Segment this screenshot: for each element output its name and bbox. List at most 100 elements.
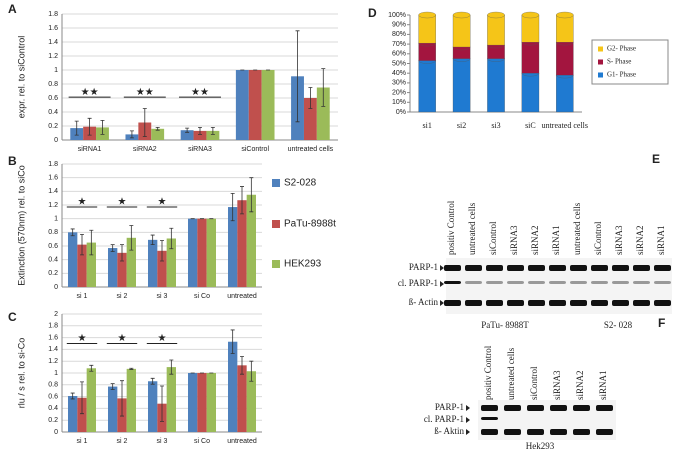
error-bar [70, 228, 75, 237]
band [528, 265, 545, 271]
lane-label: untreated cells [506, 347, 516, 400]
legend-label: S- Phase [607, 58, 631, 66]
band [654, 265, 671, 271]
band [444, 265, 461, 271]
band [549, 300, 566, 306]
x-tick-label: si Co [194, 293, 210, 300]
error-bar [249, 360, 254, 382]
error-bar [230, 329, 235, 354]
bar-segment [487, 58, 505, 113]
segment-top [556, 11, 574, 19]
y-tick-label: 1.8 [48, 161, 58, 168]
band [570, 300, 587, 306]
bar [77, 397, 87, 432]
bar [148, 381, 158, 432]
legend-label: HEK293 [284, 259, 322, 270]
band [481, 405, 498, 411]
segment-top [521, 11, 540, 19]
bar [166, 367, 176, 432]
bar-segment [418, 14, 436, 44]
bar [77, 244, 87, 287]
y-tick-label: 1.8 [48, 323, 58, 330]
legend-swatch [272, 220, 280, 228]
error-bar [110, 383, 115, 390]
band [481, 417, 498, 420]
segment-top [487, 11, 505, 19]
bar [246, 371, 256, 432]
y-tick-label: 1.8 [48, 11, 58, 18]
legend-label: G1- Phase [607, 71, 636, 79]
bar [157, 250, 167, 287]
band [507, 300, 524, 306]
error-bar [142, 108, 147, 137]
error-bar [308, 87, 313, 109]
y-tick-label: 0% [396, 109, 406, 116]
band-arrow [466, 405, 470, 411]
y-tick-label: 0.4 [48, 257, 58, 264]
y-axis-label: rlu / s rel. to si-Co [16, 338, 26, 409]
error-bar [129, 367, 134, 370]
y-tick-label: 1.2 [48, 202, 58, 209]
bar-segment [521, 73, 540, 113]
lane-label: siRNA3 [509, 225, 519, 255]
y-tick-label: 1.6 [48, 25, 58, 32]
x-tick-label: si1 [423, 121, 432, 130]
error-bar [160, 240, 164, 262]
y-tick-label: 100% [388, 12, 406, 19]
x-tick-label: untreated cells [542, 121, 588, 130]
significance-stars: ★★ [191, 87, 209, 98]
bar [316, 87, 330, 140]
error-bar [87, 117, 92, 136]
y-tick-label: 0 [54, 284, 58, 291]
bar-segment [521, 42, 540, 74]
error-bar [155, 127, 160, 131]
x-tick-label: untreated [227, 438, 257, 445]
y-tick-label: 0.4 [48, 405, 58, 412]
x-tick-label: si 2 [117, 438, 128, 445]
x-tick-label: si3 [491, 121, 500, 130]
y-tick-label: 0.2 [48, 270, 58, 277]
bar-segment [452, 14, 471, 48]
band [654, 281, 671, 284]
band-arrow [440, 300, 444, 306]
lane-label: siRNA1 [551, 225, 561, 255]
y-tick-label: 1 [54, 67, 58, 74]
band [504, 405, 521, 411]
legend-box [591, 39, 669, 85]
band [550, 405, 567, 411]
error-bar [210, 127, 215, 135]
bar [206, 373, 216, 432]
group-label: Hek293 [526, 441, 555, 451]
error-bar [230, 192, 235, 222]
significance-stars: ★ [158, 333, 167, 344]
segment-top [418, 11, 436, 19]
y-tick-label: 0.6 [48, 95, 58, 102]
bar [148, 239, 158, 287]
bar [237, 200, 247, 287]
error-bar [240, 186, 244, 215]
bar-segment [487, 14, 505, 46]
band-label: cl. PARP-1 [398, 278, 438, 288]
band [444, 300, 461, 306]
y-tick-label: 0.2 [48, 123, 58, 130]
error-bar [160, 385, 164, 422]
panel-label: E [652, 152, 660, 166]
bar [108, 386, 118, 432]
band [573, 429, 590, 435]
lane-label: siRNA1 [656, 225, 666, 255]
bar [86, 242, 96, 287]
y-tick-label: 1.6 [48, 175, 58, 182]
bar [246, 194, 256, 287]
x-tick-label: si Co [194, 438, 210, 445]
lane-label: positiv Control [483, 345, 493, 400]
significance-stars: ★ [78, 197, 87, 208]
y-axis-label: expr. rel. to siControl [16, 36, 26, 119]
x-tick-label: untreated cells [288, 146, 334, 153]
error-bar [89, 229, 94, 256]
band [465, 300, 482, 306]
x-tick-label: siRNA3 [188, 146, 212, 153]
band [486, 300, 503, 306]
band [444, 281, 461, 284]
band-label: PARP-1 [435, 402, 464, 412]
y-tick-label: 40% [392, 70, 406, 77]
